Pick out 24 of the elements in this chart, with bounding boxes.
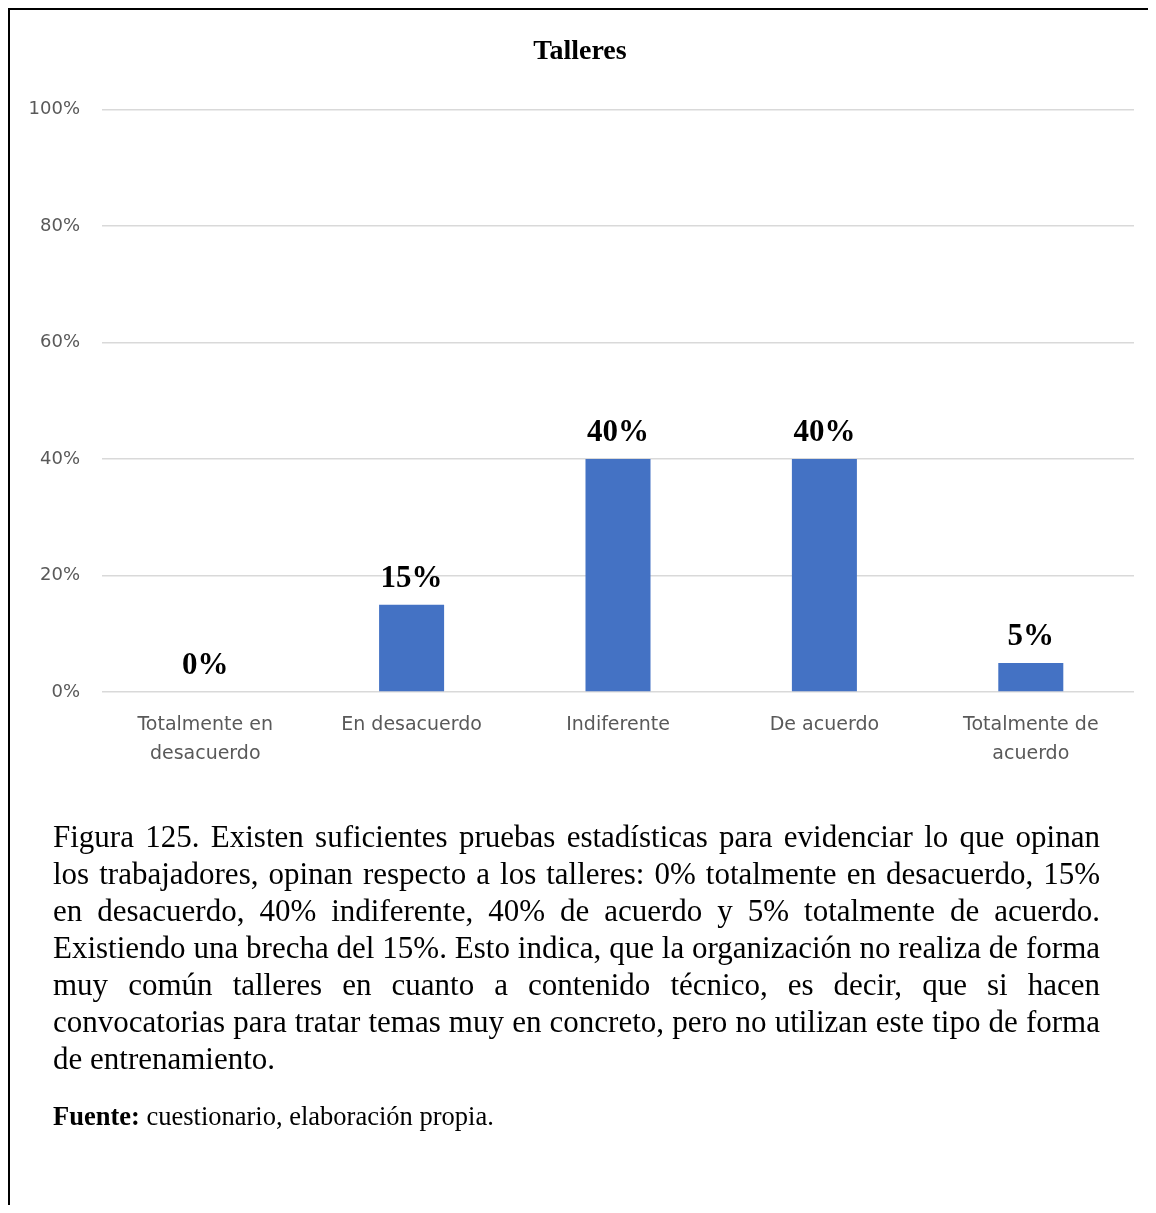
bar — [791, 459, 857, 692]
x-tick-label: Indiferente — [566, 712, 670, 735]
text: cuestionario, elaboración propia. — [146, 1101, 494, 1131]
x-tick-label: Totalmente de acuerdo — [962, 712, 1099, 763]
x-tick-label: Totalmente en desacuerdo — [136, 712, 273, 763]
bar — [379, 604, 445, 692]
data-label: 40% — [587, 413, 649, 449]
y-tick-label: 60% — [39, 330, 80, 352]
chart-title: Talleres — [533, 34, 627, 66]
text: Figura 125. Existen suficientes pruebas estadísticas para evidenciar lo que opinan los trabajadores, opinan respecto a los talleres: 0% totalmente en desacuerdo, 15% en desacuerdo, 40% indiferente, 40% de acuerdo y 5% totalmente de acuerdo. Existiendo una brecha del 15%. Esto indica, que la organización no realiza de forma muy común talleres en cuanto a contenido técnico, es decir, que si hacen convocatorias para tratar temas muy en concreto, pero no utilizan este tipo de forma de entrenamiento. — [53, 818, 1100, 1077]
x-tick-label: En desacuerdo — [341, 712, 482, 735]
bar — [998, 662, 1064, 692]
y-tick-label: 20% — [39, 563, 80, 585]
y-tick-label: 40% — [39, 446, 80, 468]
data-label: 5% — [1007, 616, 1055, 652]
source-note: Fuente: — [53, 1101, 140, 1131]
y-tick-label: 0% — [51, 679, 80, 701]
y-tick-label: 100% — [28, 97, 80, 119]
data-label: 15% — [380, 558, 443, 594]
data-label: 40% — [793, 413, 856, 449]
y-tick-label: 80% — [39, 213, 80, 235]
bar — [585, 459, 651, 692]
x-tick-label: De acuerdo — [769, 712, 880, 735]
data-label: 0% — [181, 646, 229, 681]
